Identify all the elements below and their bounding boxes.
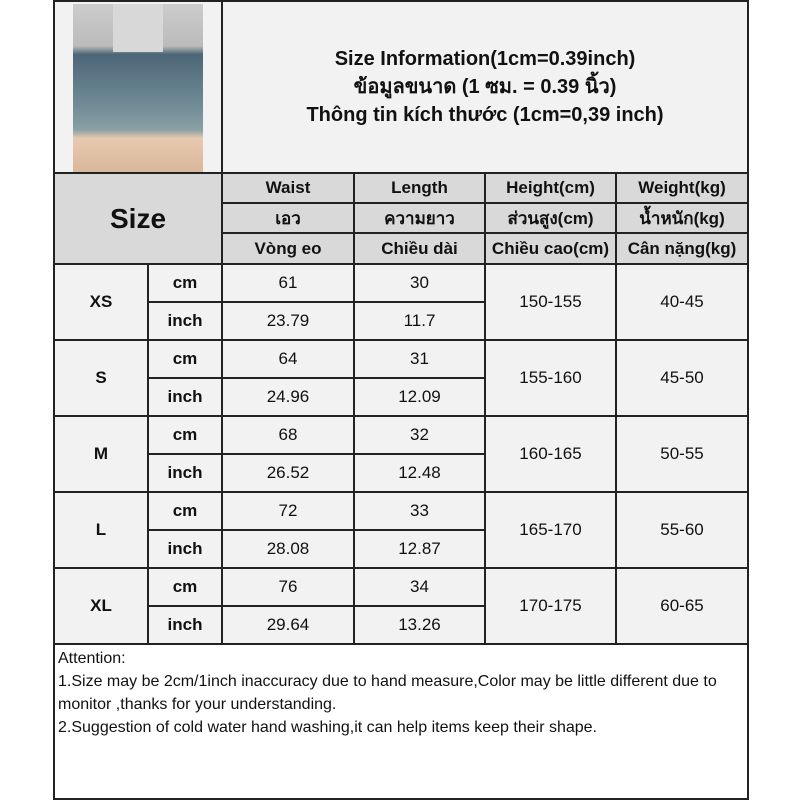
cell: 24.96 xyxy=(221,377,355,417)
col-header: Weight(kg) xyxy=(614,172,750,204)
cell: 76 xyxy=(221,567,355,607)
cell: 26.52 xyxy=(221,453,355,493)
title-vi: Thông tin kích thước (1cm=0,39 inch) xyxy=(306,104,664,126)
cell: inch xyxy=(147,301,223,341)
cell: 34 xyxy=(353,567,486,607)
cell: 155-160 xyxy=(484,339,617,417)
cell: XS xyxy=(53,263,149,341)
table-row: inch 23.79 11.7 xyxy=(54,301,748,341)
cell: 68 xyxy=(221,415,355,455)
col-header: Waist xyxy=(221,172,355,204)
cell: 12.48 xyxy=(353,453,486,493)
table-row: inch 29.64 13.26 xyxy=(54,605,748,645)
cell: 29.64 xyxy=(221,605,355,645)
table-row: XL cm 76 34 170-175 60-65 xyxy=(53,567,750,645)
attention-note-1: 1.Size may be 2cm/1inch inaccuracy due t… xyxy=(58,673,717,713)
cell: 31 xyxy=(353,339,486,379)
cell: 13.26 xyxy=(353,605,486,645)
product-photo-cell xyxy=(53,0,223,174)
cell: 33 xyxy=(353,491,486,531)
cell: 45-50 xyxy=(614,339,750,417)
cell: 64 xyxy=(221,339,355,379)
cell: M xyxy=(53,415,149,493)
cell: 150-155 xyxy=(484,263,617,341)
cell: L xyxy=(53,491,149,569)
cell: 170-175 xyxy=(484,567,617,645)
size-header: Size xyxy=(53,172,223,265)
cell: 55-60 xyxy=(614,491,750,569)
col-header: เอว xyxy=(221,202,355,234)
cell: 11.7 xyxy=(353,301,486,341)
col-header: Chiều cao(cm) xyxy=(484,232,617,265)
col-header: น้ำหนัก(kg) xyxy=(614,202,750,234)
cell: 30 xyxy=(353,263,486,303)
col-header: ความยาว xyxy=(353,202,486,234)
cell: 28.08 xyxy=(221,529,355,569)
col-header: ส่วนสูง(cm) xyxy=(484,202,617,234)
size-chart: Size Information(1cm=0.39inch) ข้อมูลขนา… xyxy=(52,0,750,800)
cell: 12.09 xyxy=(353,377,486,417)
col-header: Vòng eo xyxy=(221,232,355,265)
cell: 60-65 xyxy=(614,567,750,645)
cell: 23.79 xyxy=(221,301,355,341)
product-photo xyxy=(73,4,203,172)
cell: 72 xyxy=(221,491,355,531)
cell: inch xyxy=(147,453,223,493)
cell: inch xyxy=(147,529,223,569)
attention-note-2: 2.Suggestion of cold water hand washing,… xyxy=(58,719,597,736)
cell: inch xyxy=(147,377,223,417)
table-row: inch 28.08 12.87 xyxy=(54,529,748,569)
cell: 50-55 xyxy=(614,415,750,493)
cell: 12.87 xyxy=(353,529,486,569)
col-header: Height(cm) xyxy=(484,172,617,204)
table-row: inch 26.52 12.48 xyxy=(54,453,748,493)
title-th: ข้อมูลขนาด (1 ซม. = 0.39 นิ้ว) xyxy=(353,76,617,98)
col-header: Chiều dài xyxy=(353,232,486,265)
cell: cm xyxy=(147,415,223,455)
cell: 160-165 xyxy=(484,415,617,493)
attention-notes: Attention: 1.Size may be 2cm/1inch inacc… xyxy=(52,643,750,800)
cell: cm xyxy=(147,339,223,379)
cell: XL xyxy=(53,567,149,645)
col-header: Cân nặng(kg) xyxy=(614,232,750,265)
attention-title: Attention: xyxy=(58,650,126,667)
cell: S xyxy=(53,339,149,417)
table-row: inch 24.96 12.09 xyxy=(54,377,748,417)
cell: cm xyxy=(147,491,223,531)
title-cell: Size Information(1cm=0.39inch) ข้อมูลขนา… xyxy=(220,0,750,174)
col-header: Length xyxy=(353,172,486,204)
cell: cm xyxy=(147,567,223,607)
cell: 40-45 xyxy=(614,263,750,341)
cell: inch xyxy=(147,605,223,645)
table-row: XS cm 61 30 150-155 40-45 xyxy=(53,263,750,341)
title-en: Size Information(1cm=0.39inch) xyxy=(334,48,636,70)
cell: 61 xyxy=(221,263,355,303)
cell: cm xyxy=(147,263,223,303)
cell: 32 xyxy=(353,415,486,455)
cell: 165-170 xyxy=(484,491,617,569)
